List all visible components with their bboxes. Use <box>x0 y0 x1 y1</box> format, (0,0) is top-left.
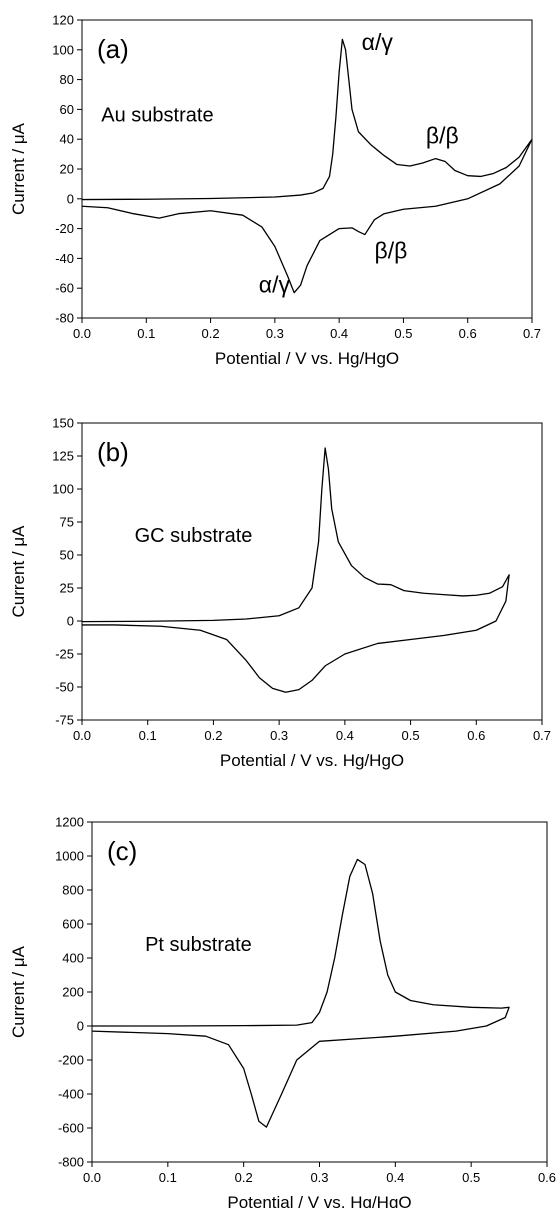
panel-c-y-tick-label: 1000 <box>55 849 84 864</box>
panel-c-plot-frame <box>91 821 548 1163</box>
panel-c-x-tick-label: 0.3 <box>310 1170 328 1185</box>
panel-b-chart: 0.0 0.1 0.2 0.3 0.4 0.5 0.6 0.7 -75 -50 -25 0 25 50 75… <box>9 416 551 771</box>
panel-a-peak-label: β/β <box>375 237 408 263</box>
panel-c-y-tick-label: 800 <box>62 883 84 898</box>
panel-a-substrate-label: Au substrate <box>101 104 213 126</box>
panel-c-y-tick-label: 400 <box>62 951 84 966</box>
panel-a-panel-label: (a) <box>97 34 129 64</box>
panel-a-plot-frame <box>81 19 533 319</box>
panel-c-y-tick-label: 600 <box>62 917 84 932</box>
panel-b-x-tick-label: 0.3 <box>270 728 288 743</box>
panel-b-y-tick-label: 100 <box>52 482 74 497</box>
panel-a-peak-label: β/β <box>426 123 459 149</box>
panel-c-x-tick-label: 0.6 <box>538 1170 556 1185</box>
panel-c-y-tick-label: -200 <box>58 1053 84 1068</box>
panel-a-y-tick-label: 80 <box>60 72 74 87</box>
panel-a-x-tick-label: 0.4 <box>330 326 348 341</box>
panel-c-y-tick-label: 1200 <box>55 815 84 830</box>
panel-b-x-tick-label: 0.5 <box>402 728 420 743</box>
panel-b-x-tick-label: 0.7 <box>533 728 551 743</box>
panel-c-chart: 0.0 0.1 0.2 0.3 0.4 0.5 0.6 -800 -600 -400 -200 0 20… <box>9 815 556 1208</box>
panel-b-y-tick-label: 125 <box>52 449 74 464</box>
panel-a-y-tick-label: -40 <box>55 251 74 266</box>
panel-a-peak-label: α/γ <box>259 272 291 298</box>
panel-a-y-tick-label: 0 <box>67 191 74 206</box>
panel-a-x-tick-label: 0.1 <box>137 326 155 341</box>
panel-c-y-axis-title: Current / μA <box>9 945 28 1038</box>
panel-b-x-axis-title: Potential / V vs. Hg/HgO <box>220 751 404 770</box>
panel-b-y-tick-label: 75 <box>60 515 74 530</box>
panel-a-y-axis-title: Current / μA <box>9 122 28 215</box>
panel-c-x-tick-label: 0.4 <box>386 1170 404 1185</box>
panel-a-x-tick-label: 0.5 <box>394 326 412 341</box>
panel-a-y-tick-label: -60 <box>55 281 74 296</box>
panel-b-y-tick-label: 50 <box>60 548 74 563</box>
panel-a-x-tick-label: 0.6 <box>459 326 477 341</box>
panel-c-x-axis-title: Potential / V vs. Hg/HgO <box>227 1193 411 1208</box>
panel-b-cv-curve <box>81 447 510 693</box>
panel-a-y-tick-label: -20 <box>55 221 74 236</box>
panel-b-y-tick-label: 0 <box>67 614 74 629</box>
panel-c-y-tick-label: -400 <box>58 1087 84 1102</box>
panel-b-y-tick-label: -75 <box>55 713 74 728</box>
panel-a-y-tick-label: 120 <box>52 13 74 28</box>
panel-a-x-tick-label: 0.3 <box>266 326 284 341</box>
panel-a-cv-curve <box>81 38 533 294</box>
panel-a-x-axis-title: Potential / V vs. Hg/HgO <box>215 349 399 368</box>
panel-c-y-tick-label: -800 <box>58 1155 84 1170</box>
panel-b-y-axis-title: Current / μA <box>9 525 28 618</box>
panel-b-x-tick-label: 0.6 <box>467 728 485 743</box>
panel-b-panel-label: (b) <box>97 437 129 467</box>
panel-b-plot-frame <box>81 422 543 721</box>
panel-a-peak-label: α/γ <box>362 29 394 55</box>
panel-a-x-tick-label: 0.0 <box>73 326 91 341</box>
panel-c-substrate-label: Pt substrate <box>145 934 252 956</box>
panel-b-substrate-label: GC substrate <box>135 525 253 547</box>
panel-c-x-tick-label: 0.0 <box>83 1170 101 1185</box>
panel-b-y-tick-label: -50 <box>55 680 74 695</box>
panel-c-x-tick-label: 0.1 <box>159 1170 177 1185</box>
panel-b-y-tick-label: 150 <box>52 416 74 431</box>
panel-a-y-tick-label: 20 <box>60 162 74 177</box>
panel-c-x-tick-label: 0.5 <box>462 1170 480 1185</box>
panel-a-chart: 0.0 0.1 0.2 0.3 0.4 0.5 0.6 0.7 -80 -60 -40 -20 0 20 4… <box>9 13 541 369</box>
panel-c-y-tick-label: 0 <box>77 1019 84 1034</box>
panel-b-y-tick-label: 25 <box>60 581 74 596</box>
panel-a-x-tick-label: 0.2 <box>202 326 220 341</box>
panel-a-y-tick-label: 100 <box>52 42 74 57</box>
panel-b-x-tick-label: 0.0 <box>73 728 91 743</box>
panel-c-cv-curve <box>91 858 510 1128</box>
panel-c-x-tick-label: 0.2 <box>235 1170 253 1185</box>
panel-c-panel-label: (c) <box>107 836 137 866</box>
panel-b-x-tick-label: 0.4 <box>336 728 354 743</box>
panel-a-x-tick-label: 0.7 <box>523 326 541 341</box>
panel-b-x-tick-label: 0.1 <box>139 728 157 743</box>
panel-b-x-tick-label: 0.2 <box>204 728 222 743</box>
panel-c-y-tick-label: -600 <box>58 1121 84 1136</box>
panel-a-y-tick-label: 40 <box>60 132 74 147</box>
panel-a-y-tick-label: 60 <box>60 102 74 117</box>
panel-a-y-tick-label: -80 <box>55 311 74 326</box>
panel-c-y-tick-label: 200 <box>62 985 84 1000</box>
panel-b-y-tick-label: -25 <box>55 647 74 662</box>
